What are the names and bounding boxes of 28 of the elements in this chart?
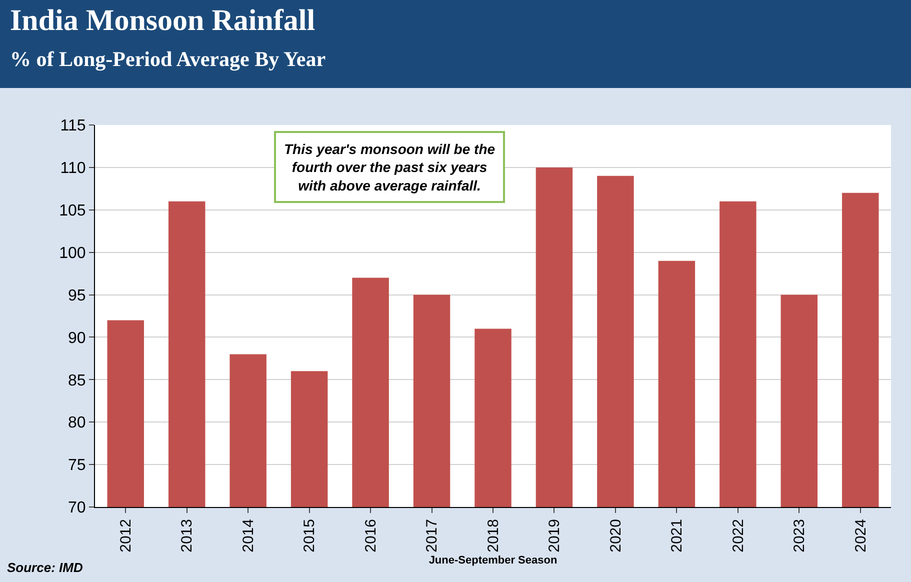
- x-tick-label: 2023: [791, 519, 808, 552]
- x-tick-label: 2021: [668, 519, 686, 552]
- x-tick-label: 2024: [852, 519, 870, 552]
- x-tick-label: 2022: [730, 519, 747, 552]
- y-tick-label: 70: [68, 500, 86, 517]
- y-tick-label: 115: [60, 118, 86, 135]
- y-tick-label: 95: [68, 287, 86, 304]
- x-tick-label: 2012: [117, 519, 134, 552]
- x-tick-label: 2020: [607, 519, 624, 552]
- y-tick-label: 100: [59, 244, 86, 262]
- source-note: Source: IMD: [7, 560, 84, 575]
- y-tick-label: 90: [68, 330, 86, 347]
- x-tick-label: 2015: [301, 519, 318, 552]
- chart-subtitle: % of Long-Period Average By Year: [10, 47, 326, 71]
- x-tick-label: 2014: [240, 519, 257, 552]
- x-tick-label: 2018: [484, 519, 502, 552]
- y-tick-label: 80: [68, 414, 86, 432]
- annotation: This year's monsoon will be the fourth over the past six years with above average rainfall.: [284, 141, 496, 194]
- y-tick-label: 75: [68, 457, 86, 474]
- y-tick-label: 105: [59, 202, 86, 220]
- chart-title: India Monsoon Rainfall: [10, 4, 316, 37]
- x-tick-label: 2013: [178, 519, 196, 552]
- x-axis-title: June-September Season: [428, 554, 558, 567]
- y-tick-label: 85: [68, 372, 86, 390]
- x-tick-label: 2016: [362, 519, 380, 552]
- x-tick-label: 2017: [424, 519, 441, 552]
- y-tick-label: 110: [60, 160, 86, 178]
- x-tick-label: 2019: [546, 519, 564, 552]
